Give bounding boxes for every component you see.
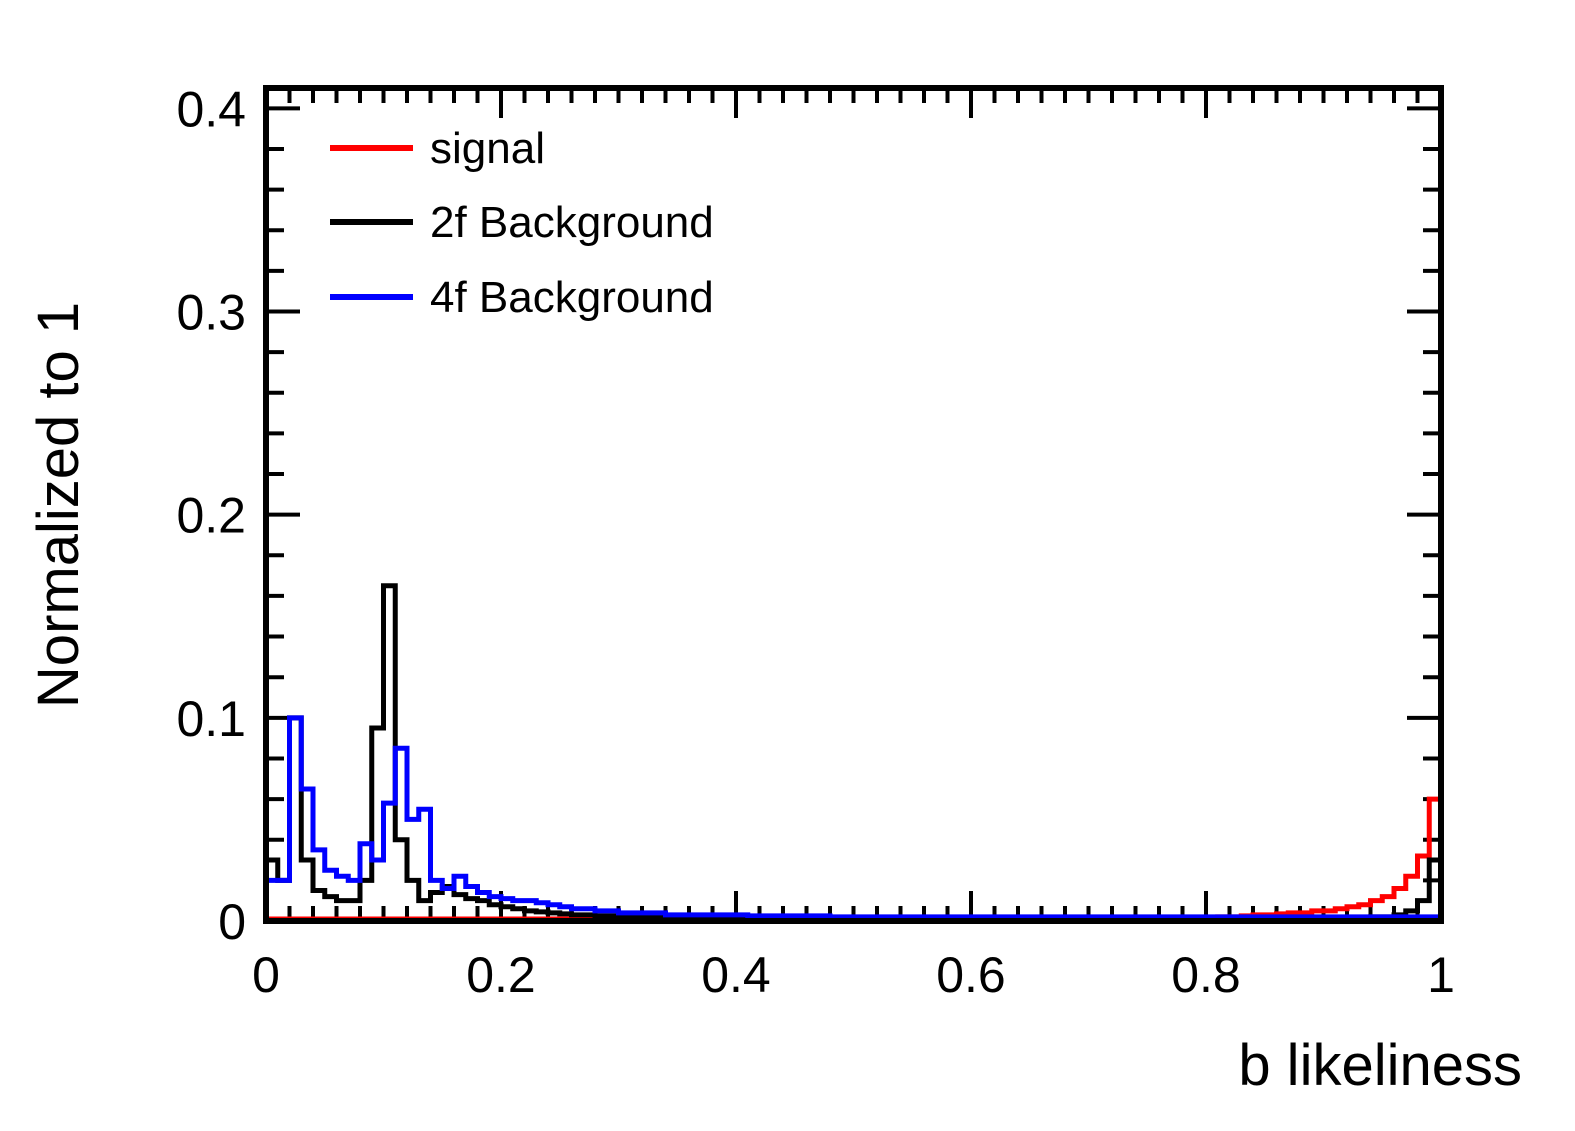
series-line (263, 796, 1444, 922)
y-tick-labels: 0 0.1 0.2 0.3 0.4 (176, 81, 246, 950)
x-tick-label: 0.6 (936, 947, 1006, 1003)
series-line (263, 583, 1444, 922)
legend-label: 4f Background (430, 273, 714, 322)
x-tick-label: 0.2 (466, 947, 536, 1003)
x-tick-labels: 0 0.2 0.4 0.6 0.8 1 (252, 947, 1455, 1003)
legend: signal 2f Background 4f Background (330, 124, 714, 322)
series-layer (263, 583, 1444, 922)
x-tick-label: 0 (252, 947, 280, 1003)
y-tick-label: 0.3 (176, 284, 246, 340)
x-tick-label: 0.8 (1171, 947, 1241, 1003)
x-axis-title: b likeliness (1238, 1033, 1522, 1098)
y-tick-label: 0 (218, 894, 246, 950)
series-line (263, 715, 1444, 921)
x-tick-label: 1 (1427, 947, 1455, 1003)
y-tick-label: 0.2 (176, 488, 246, 544)
plot-frame (263, 85, 1444, 924)
x-tick-label: 0.4 (701, 947, 771, 1003)
y-axis-title: Normalized to 1 (26, 302, 91, 708)
legend-label: 2f Background (430, 198, 714, 247)
y-tick-label: 0.4 (176, 81, 246, 137)
y-tick-label: 0.1 (176, 691, 246, 747)
legend-label: signal (430, 124, 545, 173)
